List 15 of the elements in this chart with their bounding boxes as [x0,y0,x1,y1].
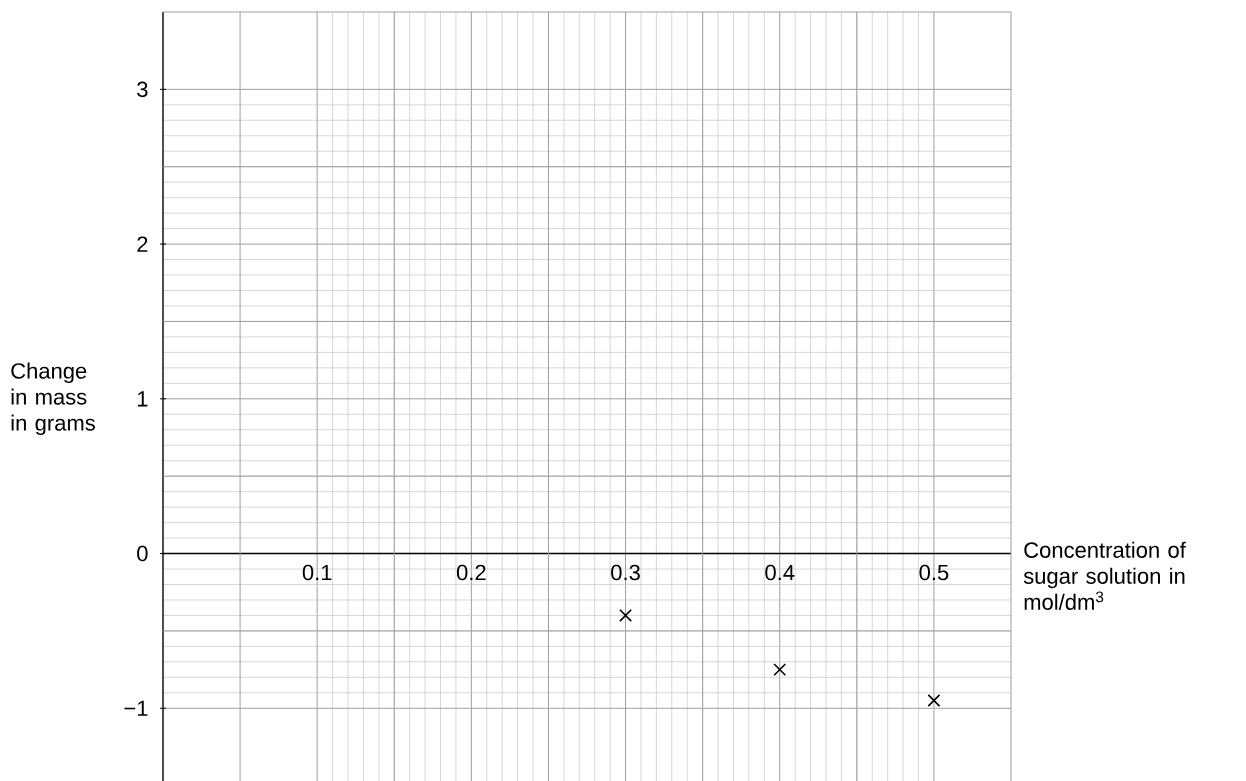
x-tick-label: 0.3 [611,564,640,581]
x-tick-label: 0.5 [919,564,949,581]
y-axis-title: Change in mass in grams [11,362,95,436]
x-tick-label: 0.2 [456,564,486,581]
y-tick-label: −1 [124,700,148,716]
x-axis-title: Concentration of sugar solution in mol/dm$^{3}$ [1023,541,1186,610]
y-tick-label: 0 [137,545,148,562]
y-tick-label: 2 [137,236,148,252]
x-tick-label: 0.1 [302,564,332,581]
point [927,694,941,707]
point [619,609,632,622]
y-tick-label: 3 [137,81,148,98]
x-tick-label: 0.4 [765,564,795,581]
y-tick-label: 1 [137,391,148,407]
point [773,663,787,677]
